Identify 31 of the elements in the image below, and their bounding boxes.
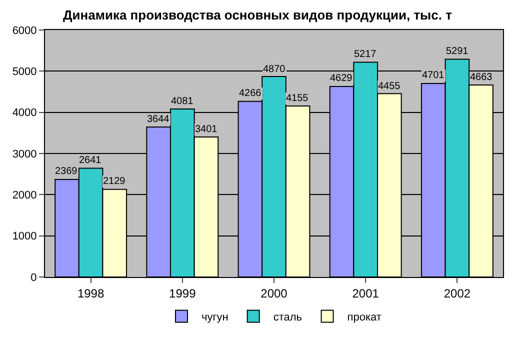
x-tick-label: 2002 bbox=[444, 286, 471, 300]
x-tick-label: 1999 bbox=[169, 286, 196, 300]
x-tick-label: 2000 bbox=[260, 286, 288, 300]
x-tick-label: 2001 bbox=[352, 286, 380, 300]
x-tick-label: 1998 bbox=[77, 286, 104, 300]
data-label: 4155 bbox=[286, 93, 309, 104]
y-tick-label: 0 bbox=[30, 272, 37, 284]
data-label: 4081 bbox=[171, 96, 194, 107]
data-label: 3644 bbox=[147, 114, 170, 125]
legend-label: чугун bbox=[202, 311, 228, 324]
data-label: 4701 bbox=[422, 70, 445, 81]
data-label: 2641 bbox=[79, 155, 102, 166]
data-label: 5217 bbox=[354, 49, 377, 60]
y-tick-label: 6000 bbox=[12, 24, 37, 37]
legend-label: сталь bbox=[273, 311, 302, 324]
y-tick-label: 4000 bbox=[12, 107, 37, 120]
data-label: 4870 bbox=[263, 64, 286, 75]
data-label: 4663 bbox=[470, 72, 493, 83]
data-label: 4455 bbox=[378, 81, 401, 92]
data-label: 2369 bbox=[55, 166, 78, 177]
chart-title: Динамика производства основных видов продукции, тыс. т bbox=[63, 7, 452, 22]
data-label: 5291 bbox=[446, 46, 469, 57]
y-tick-label: 5000 bbox=[12, 66, 37, 78]
y-tick-label: 3000 bbox=[12, 148, 37, 160]
data-label: 2129 bbox=[103, 176, 126, 187]
y-tick-label: 2000 bbox=[12, 190, 37, 202]
data-label: 4266 bbox=[239, 88, 262, 99]
legend-label: прокат bbox=[347, 311, 382, 324]
y-tick-label: 1000 bbox=[12, 230, 37, 243]
data-label: 3401 bbox=[195, 124, 218, 135]
data-label: 4629 bbox=[330, 73, 353, 84]
